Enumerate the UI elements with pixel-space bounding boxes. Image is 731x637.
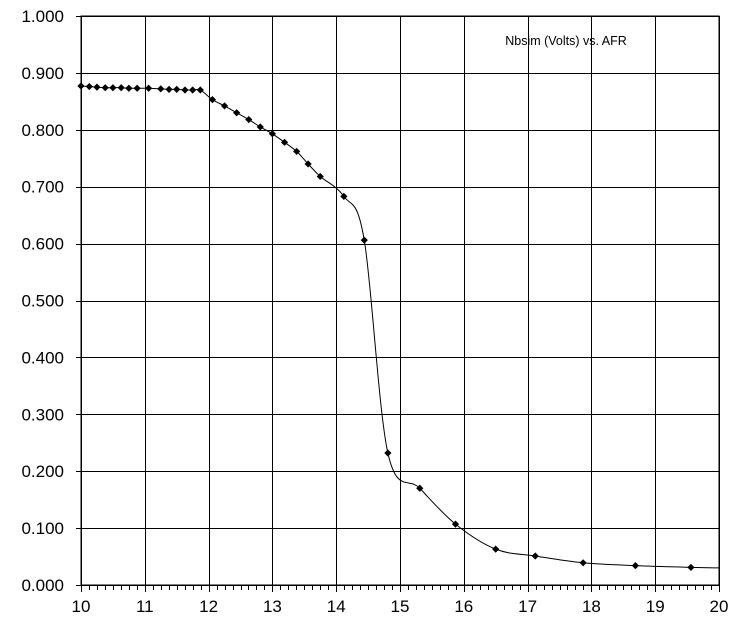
x-tick-label: 15 <box>391 597 410 616</box>
x-axis-ticks <box>76 16 720 592</box>
y-tick-label: 0.600 <box>21 235 64 254</box>
data-point <box>268 130 276 138</box>
data-point <box>340 192 348 200</box>
data-point <box>280 138 289 146</box>
data-point <box>492 545 500 553</box>
data-point <box>220 102 229 110</box>
x-tick-label: 10 <box>72 597 91 616</box>
y-tick-label: 1.000 <box>21 7 64 26</box>
data-point <box>384 449 392 457</box>
x-tick-label: 11 <box>136 597 154 616</box>
x-tick-label: 18 <box>582 597 601 616</box>
data-point <box>579 559 587 567</box>
chart-title: Nbsim (Volts) vs. AFR <box>505 34 627 48</box>
data-point <box>117 84 125 92</box>
grid <box>81 16 720 586</box>
data-point <box>109 84 117 92</box>
data-point <box>245 115 253 124</box>
x-tick-label: 12 <box>199 597 218 616</box>
x-tick-label: 20 <box>710 597 729 616</box>
x-tick-label: 16 <box>454 597 473 616</box>
x-axis: 10 11 12 13 14 15 16 17 18 19 20 <box>72 597 729 616</box>
data-point <box>316 172 324 181</box>
x-tick-label: 19 <box>646 597 665 616</box>
data-point <box>101 84 109 92</box>
data-point <box>293 147 301 156</box>
data-point <box>304 160 312 168</box>
data-point <box>93 83 101 91</box>
data-point <box>189 86 197 94</box>
data-point <box>196 86 204 94</box>
data-points <box>77 82 695 571</box>
data-point <box>687 563 695 571</box>
x-tick-label: 13 <box>263 597 282 616</box>
y-tick-label: 0.900 <box>21 64 64 83</box>
data-point <box>451 520 460 528</box>
y-axis: 0.000 0.100 0.200 0.300 0.400 0.500 0.600 0.700… <box>21 7 64 595</box>
data-point <box>416 484 424 492</box>
data-point <box>256 123 264 131</box>
y-tick-label: 0.500 <box>21 292 64 311</box>
data-point <box>157 85 165 93</box>
data-point <box>165 85 173 94</box>
data-point <box>233 109 241 117</box>
data-point <box>125 84 133 92</box>
data-point <box>360 236 368 244</box>
data-point <box>85 82 93 91</box>
y-tick-label: 0.300 <box>21 405 64 424</box>
y-tick-label: 0.800 <box>21 121 64 140</box>
y-tick-label: 0.200 <box>21 462 64 481</box>
y-tick-label: 0.700 <box>21 178 64 197</box>
data-point <box>173 85 181 94</box>
y-tick-label: 0.000 <box>21 576 64 595</box>
data-point <box>208 96 217 104</box>
y-tick-label: 0.100 <box>21 519 64 538</box>
x-tick-label: 14 <box>327 597 346 616</box>
data-point <box>531 552 539 560</box>
data-point <box>181 86 189 94</box>
data-point <box>77 82 85 90</box>
data-point <box>145 84 153 92</box>
data-point <box>133 84 141 92</box>
data-point <box>631 562 640 570</box>
y-tick-label: 0.400 <box>21 348 64 367</box>
x-tick-label: 17 <box>518 597 537 616</box>
